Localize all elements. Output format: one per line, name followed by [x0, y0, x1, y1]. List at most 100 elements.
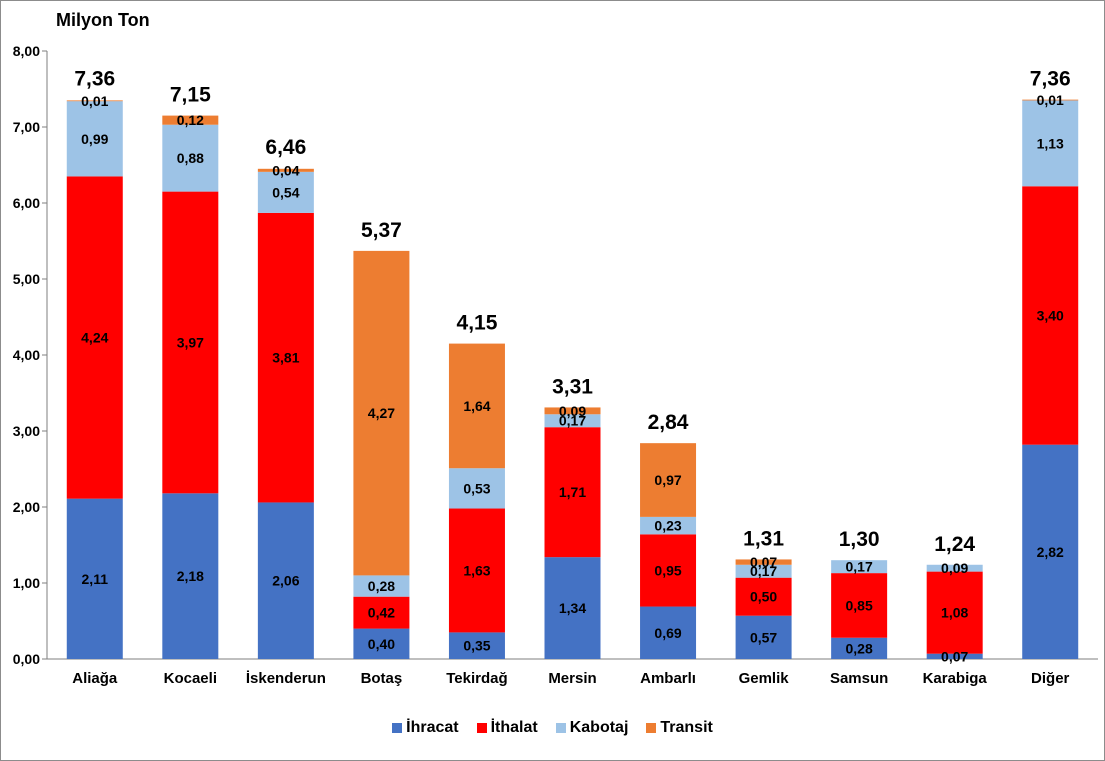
data-label: 0,53	[463, 480, 490, 496]
data-label: 0,50	[750, 589, 777, 605]
data-label: 2,11	[82, 571, 109, 587]
bar-segment	[257, 212, 314, 503]
y-tick-label: 1,00	[13, 575, 40, 591]
bar-segment	[735, 577, 792, 616]
data-label: 0,69	[654, 625, 681, 641]
x-tick-label: Karabiga	[923, 670, 988, 687]
total-label: 3,31	[552, 375, 593, 398]
bar-segment	[353, 250, 410, 576]
data-label: 3,97	[177, 334, 204, 350]
bar-segment	[66, 101, 123, 177]
total-label: 7,15	[170, 84, 211, 107]
x-tick-label: Samsun	[830, 670, 888, 687]
y-tick-label: 4,00	[13, 347, 40, 363]
bar-segment	[66, 176, 123, 499]
y-tick-label: 0,00	[13, 651, 40, 667]
total-label: 5,37	[361, 219, 402, 242]
bar-segment	[448, 343, 505, 469]
data-label: 0,57	[750, 629, 777, 645]
bar-segment	[448, 468, 505, 509]
data-label: 0,09	[559, 403, 586, 419]
data-label: 0,95	[654, 562, 681, 578]
data-label: 0,88	[177, 150, 204, 166]
data-label: 0,01	[81, 93, 108, 109]
x-tick-label: Diğer	[1031, 670, 1070, 687]
y-tick-label: 3,00	[13, 423, 40, 439]
data-label: 4,24	[81, 330, 108, 346]
bar-segment	[544, 427, 601, 558]
bar-segment	[544, 414, 601, 428]
x-tick-label: Kocaeli	[164, 670, 217, 687]
total-label: 6,46	[265, 136, 306, 159]
y-tick-label: 5,00	[13, 271, 40, 287]
legend-label: Kabotaj	[569, 719, 629, 736]
x-tick-label: Gemlik	[739, 670, 790, 687]
data-label: 1,63	[463, 562, 490, 578]
legend-swatch	[392, 723, 403, 733]
x-tick-label: Tekirdağ	[446, 670, 507, 687]
data-label: 1,13	[1037, 135, 1064, 151]
total-label: 1,31	[743, 527, 784, 550]
legend-swatch	[555, 723, 566, 733]
legend-item: Transit	[646, 719, 713, 737]
bar-segment	[926, 564, 983, 572]
data-label: 0,04	[272, 162, 299, 178]
bar-segment	[831, 573, 888, 638]
data-label: 2,18	[177, 568, 204, 584]
bar-segment	[1022, 444, 1079, 659]
total-label: 1,30	[839, 528, 880, 551]
data-label: 0,17	[846, 559, 873, 575]
bar-segment	[544, 407, 601, 415]
y-tick-label: 6,00	[13, 195, 40, 211]
data-label: 0,42	[368, 605, 395, 621]
y-tick-label: 2,00	[13, 499, 40, 515]
legend-swatch	[646, 723, 657, 733]
data-label: 0,07	[941, 648, 968, 664]
bar-segment	[926, 571, 983, 654]
data-label: 0,85	[846, 597, 873, 613]
bar-segment	[1022, 100, 1079, 187]
bar-segment	[640, 443, 697, 517]
total-label: 2,84	[648, 411, 689, 434]
bar-segment	[640, 606, 697, 659]
data-label: 1,34	[559, 600, 586, 616]
data-label: 0,23	[654, 518, 681, 534]
x-tick-label: İskenderun	[246, 670, 326, 687]
bar-segment	[1022, 186, 1079, 445]
data-label: 1,08	[941, 605, 968, 621]
data-label: 0,99	[81, 131, 108, 147]
bar-segment	[1022, 99, 1079, 101]
bar-segment	[353, 628, 410, 659]
bar-segment	[926, 653, 983, 659]
x-tick-label: Aliağa	[72, 670, 118, 687]
bar-segment	[735, 559, 792, 565]
data-label: 1,71	[559, 484, 586, 500]
bar-segment	[544, 557, 601, 659]
data-label: 1,64	[463, 398, 490, 414]
data-label: 0,35	[463, 638, 490, 654]
data-label: 0,28	[846, 640, 873, 656]
bar-segment	[640, 534, 697, 607]
bar-segment	[353, 575, 410, 597]
data-label: 0,01	[1037, 92, 1064, 108]
data-label: 3,40	[1037, 307, 1064, 323]
x-tick-label: Botaş	[361, 670, 403, 687]
total-label: 7,36	[74, 68, 115, 91]
data-label: 2,82	[1037, 544, 1064, 560]
bar-segment	[162, 124, 219, 192]
x-tick-label: Mersin	[548, 670, 596, 687]
y-tick-label: 8,00	[13, 43, 40, 59]
legend-label: İthalat	[490, 719, 538, 736]
bar-segment	[257, 502, 314, 659]
bar-segment	[831, 637, 888, 659]
total-label: 1,24	[934, 533, 975, 556]
data-label: 0,12	[177, 112, 204, 128]
y-axis-unit-label: Milyon Ton	[56, 10, 150, 30]
data-label: 0,17	[750, 563, 777, 579]
data-label: 0,97	[654, 472, 681, 488]
data-label: 0,09	[941, 560, 968, 576]
legend-label: İhracat	[406, 719, 459, 736]
bar-segment	[162, 115, 219, 125]
bar-segment	[448, 632, 505, 659]
chart-legend: İhracat İthalat Kabotaj Transit	[0, 719, 1105, 737]
